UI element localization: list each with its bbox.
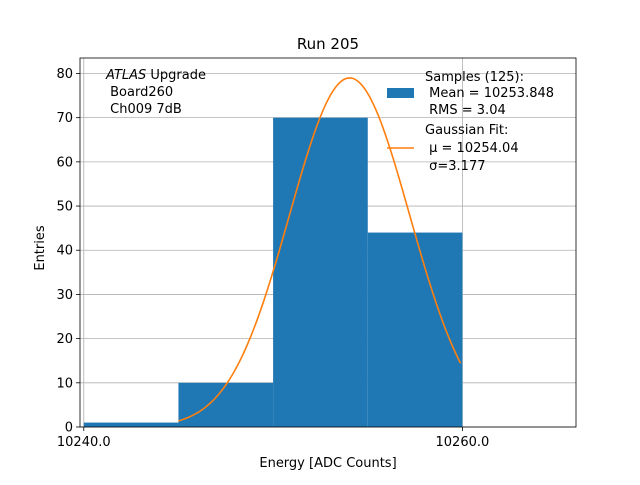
axes-frame — [79, 57, 577, 428]
y-tick-label: 20 — [56, 332, 73, 347]
chart-title: Run 205 — [297, 35, 359, 53]
y-tick-label: 60 — [56, 155, 73, 170]
legend-fit-header: Gaussian Fit: — [425, 123, 508, 138]
histogram-bar — [273, 117, 368, 427]
histogram-bar — [367, 232, 463, 427]
info-line-board: Board260 — [106, 85, 173, 100]
y-tick-label: 70 — [56, 111, 73, 126]
x-tick-label: 10260.0 — [436, 435, 490, 450]
axes-frame-layer — [79, 57, 577, 428]
gaussian-fit-curve — [178, 77, 462, 422]
upgrade-label: Upgrade — [146, 68, 206, 83]
y-axis-title: Entries — [33, 225, 48, 271]
histogram-bar — [178, 382, 274, 427]
legend-histogram-rms: RMS = 3.04 — [425, 103, 506, 118]
y-tick-label: 10 — [56, 376, 73, 391]
histogram-bar — [83, 422, 179, 427]
gaussian-fit-layer — [178, 77, 462, 422]
legend-histogram-mean: Mean = 10253.848 — [425, 86, 554, 101]
x-tick-label: 10240.0 — [57, 435, 111, 450]
y-tick-label: 40 — [56, 244, 73, 259]
y-tick-label: 50 — [56, 200, 73, 215]
y-tick-label: 80 — [56, 67, 73, 82]
legend-histogram-swatch — [387, 88, 414, 98]
y-tick-label: 0 — [65, 421, 73, 436]
legend-fit-sigma: σ=3.177 — [425, 159, 485, 174]
atlas-label: ATLAS — [105, 68, 146, 83]
legend-fit-mu: μ = 10254.04 — [425, 141, 519, 156]
info-annotation: ATLAS Upgrade Board260 Ch009 7dB — [105, 68, 206, 117]
y-tick-label: 30 — [56, 288, 73, 303]
info-line-1: ATLAS Upgrade — [105, 68, 206, 83]
ticks-layer: 0 10 20 30 40 50 60 70 80 10240.0 10260.0 — [56, 67, 489, 450]
histogram-bars — [83, 117, 463, 427]
legend: Samples (125): Mean = 10253.848 RMS = 3.… — [387, 70, 554, 174]
legend-histogram-header: Samples (125): — [425, 70, 524, 85]
x-axis-title: Energy [ADC Counts] — [259, 456, 396, 471]
info-line-channel: Ch009 7dB — [106, 102, 182, 117]
